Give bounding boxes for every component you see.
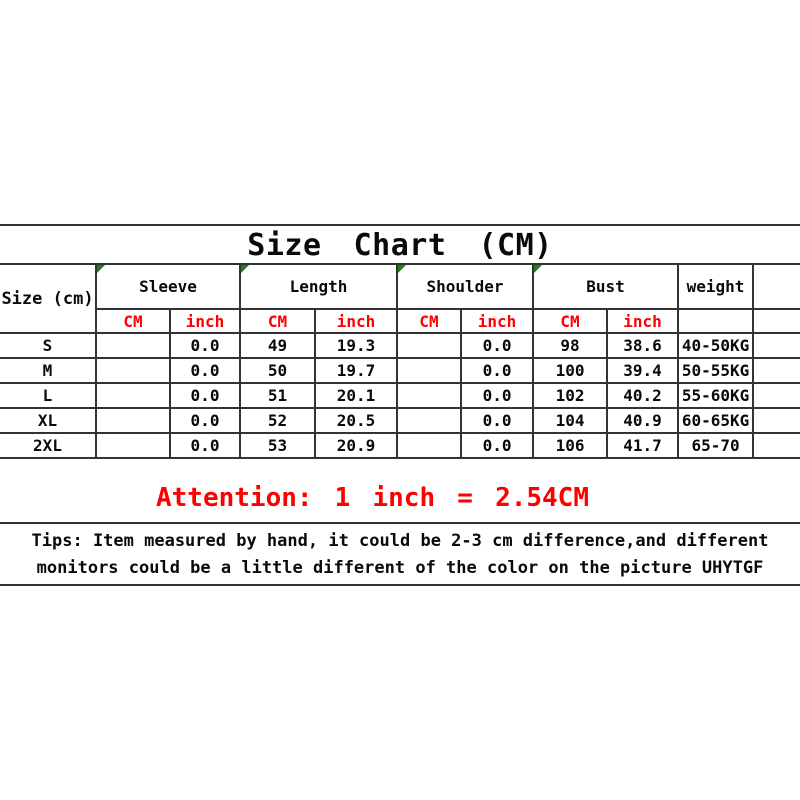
bust-cm-header: CM: [532, 308, 608, 334]
header-unit-row: CM inch CM inch CM inch CM inch: [0, 308, 800, 334]
header-length: Length: [239, 263, 398, 310]
header-group-row: Size (cm) Sleeve Length Shoulder Bust we…: [0, 263, 800, 334]
size-label: M: [0, 357, 96, 384]
header-shoulder-label: Shoulder: [426, 277, 504, 296]
length-cm-value: 53: [239, 432, 316, 459]
length-cm-value: 50: [239, 357, 316, 384]
sleeve-cm-value: [95, 382, 170, 409]
length-inch-value: 19.7: [314, 357, 398, 384]
bust-inch-value: 40.9: [606, 407, 679, 434]
size-label: 2XL: [0, 432, 96, 459]
empty-cell: [752, 382, 800, 409]
sleeve-inch-value: 0.0: [168, 407, 241, 434]
weight-unit-empty-cell: [677, 308, 754, 334]
sleeve-cm-header: CM: [95, 308, 170, 334]
shoulder-cm-value: [396, 357, 462, 384]
weight-value: 40-50KG: [677, 332, 754, 359]
chart-title-band: Size Chart (CM): [0, 224, 800, 265]
length-cm-header: CM: [239, 308, 316, 334]
length-inch-value: 19.3: [314, 332, 398, 359]
tips-note-band: Tips: Item measured by hand, it could be…: [0, 524, 800, 586]
sleeve-cm-value: [95, 407, 170, 434]
weight-value: 55-60KG: [677, 382, 754, 409]
attention-note: Attention: 1 inch = 2.54CM: [156, 482, 589, 513]
bust-cm-value: 98: [532, 332, 608, 359]
length-inch-value: 20.1: [314, 382, 398, 409]
length-inch-header: inch: [314, 308, 398, 334]
length-inch-value: 20.5: [314, 407, 398, 434]
header-weight: weight: [677, 263, 754, 310]
header-sleeve: Sleeve: [94, 263, 241, 310]
bust-inch-value: 41.7: [606, 432, 679, 459]
empty-cell: [752, 357, 800, 384]
shoulder-cm-value: [396, 432, 462, 459]
weight-value: 60-65KG: [677, 407, 754, 434]
empty-cell: [752, 332, 800, 359]
size-label: L: [0, 382, 96, 409]
header-bust-label: Bust: [586, 277, 625, 296]
shoulder-inch-value: 0.0: [460, 432, 534, 459]
bust-cm-value: 102: [532, 382, 608, 409]
table-row-2xl: 2XL 0.0 53 20.9 0.0 106 41.7 65-70: [0, 432, 800, 459]
cell-marker-icon: [535, 266, 543, 273]
cell-marker-icon: [242, 266, 250, 273]
bust-inch-value: 38.6: [606, 332, 679, 359]
tips-line-1: Tips: Item measured by hand, it could be…: [31, 530, 769, 551]
length-inch-value: 20.9: [314, 432, 398, 459]
empty-cell: [752, 432, 800, 459]
corner-header-size: Size (cm): [0, 263, 96, 334]
sleeve-inch-header: inch: [168, 308, 241, 334]
length-cm-value: 52: [239, 407, 316, 434]
cell-marker-icon: [399, 266, 407, 273]
shoulder-cm-header: CM: [396, 308, 462, 334]
sleeve-inch-value: 0.0: [168, 332, 241, 359]
bust-cm-value: 106: [532, 432, 608, 459]
sleeve-inch-value: 0.0: [168, 382, 241, 409]
table-row-s: S 0.0 49 19.3 0.0 98 38.6 40-50KG: [0, 332, 800, 359]
bust-inch-value: 40.2: [606, 382, 679, 409]
sleeve-inch-value: 0.0: [168, 357, 241, 384]
size-label: S: [0, 332, 96, 359]
header-length-label: Length: [289, 277, 348, 296]
header-empty-cell: [752, 263, 800, 310]
table-row-m: M 0.0 50 19.7 0.0 100 39.4 50-55KG: [0, 357, 800, 384]
shoulder-cm-value: [396, 407, 462, 434]
sleeve-cm-value: [95, 432, 170, 459]
shoulder-inch-value: 0.0: [460, 407, 534, 434]
header-sleeve-label: Sleeve: [139, 277, 197, 296]
page-title: Size Chart (CM): [247, 228, 553, 263]
bust-cm-value: 104: [532, 407, 608, 434]
attention-note-band: Attention: 1 inch = 2.54CM: [0, 473, 800, 524]
tips-line-2: monitors could be a little different of …: [36, 557, 764, 578]
header-shoulder: Shoulder: [396, 263, 534, 310]
table-row-l: L 0.0 51 20.1 0.0 102 40.2 55-60KG: [0, 382, 800, 409]
sleeve-cm-value: [95, 332, 170, 359]
size-chart-table: Size (cm) Sleeve Length Shoulder Bust we…: [0, 263, 800, 459]
table-row-xl: XL 0.0 52 20.5 0.0 104 40.9 60-65KG: [0, 407, 800, 434]
shoulder-inch-value: 0.0: [460, 357, 534, 384]
bust-cm-value: 100: [532, 357, 608, 384]
size-label: XL: [0, 407, 96, 434]
sleeve-inch-value: 0.0: [168, 432, 241, 459]
header-bust: Bust: [532, 263, 679, 310]
header-empty-cell: [752, 308, 800, 334]
shoulder-cm-value: [396, 382, 462, 409]
empty-cell: [752, 407, 800, 434]
length-cm-value: 49: [239, 332, 316, 359]
shoulder-cm-value: [396, 332, 462, 359]
weight-value: 50-55KG: [677, 357, 754, 384]
bust-inch-header: inch: [606, 308, 679, 334]
cell-marker-icon: [98, 266, 105, 273]
shoulder-inch-value: 0.0: [460, 382, 534, 409]
shoulder-inch-value: 0.0: [460, 332, 534, 359]
bust-inch-value: 39.4: [606, 357, 679, 384]
shoulder-inch-header: inch: [460, 308, 534, 334]
length-cm-value: 51: [239, 382, 316, 409]
weight-value: 65-70: [677, 432, 754, 459]
sleeve-cm-value: [95, 357, 170, 384]
